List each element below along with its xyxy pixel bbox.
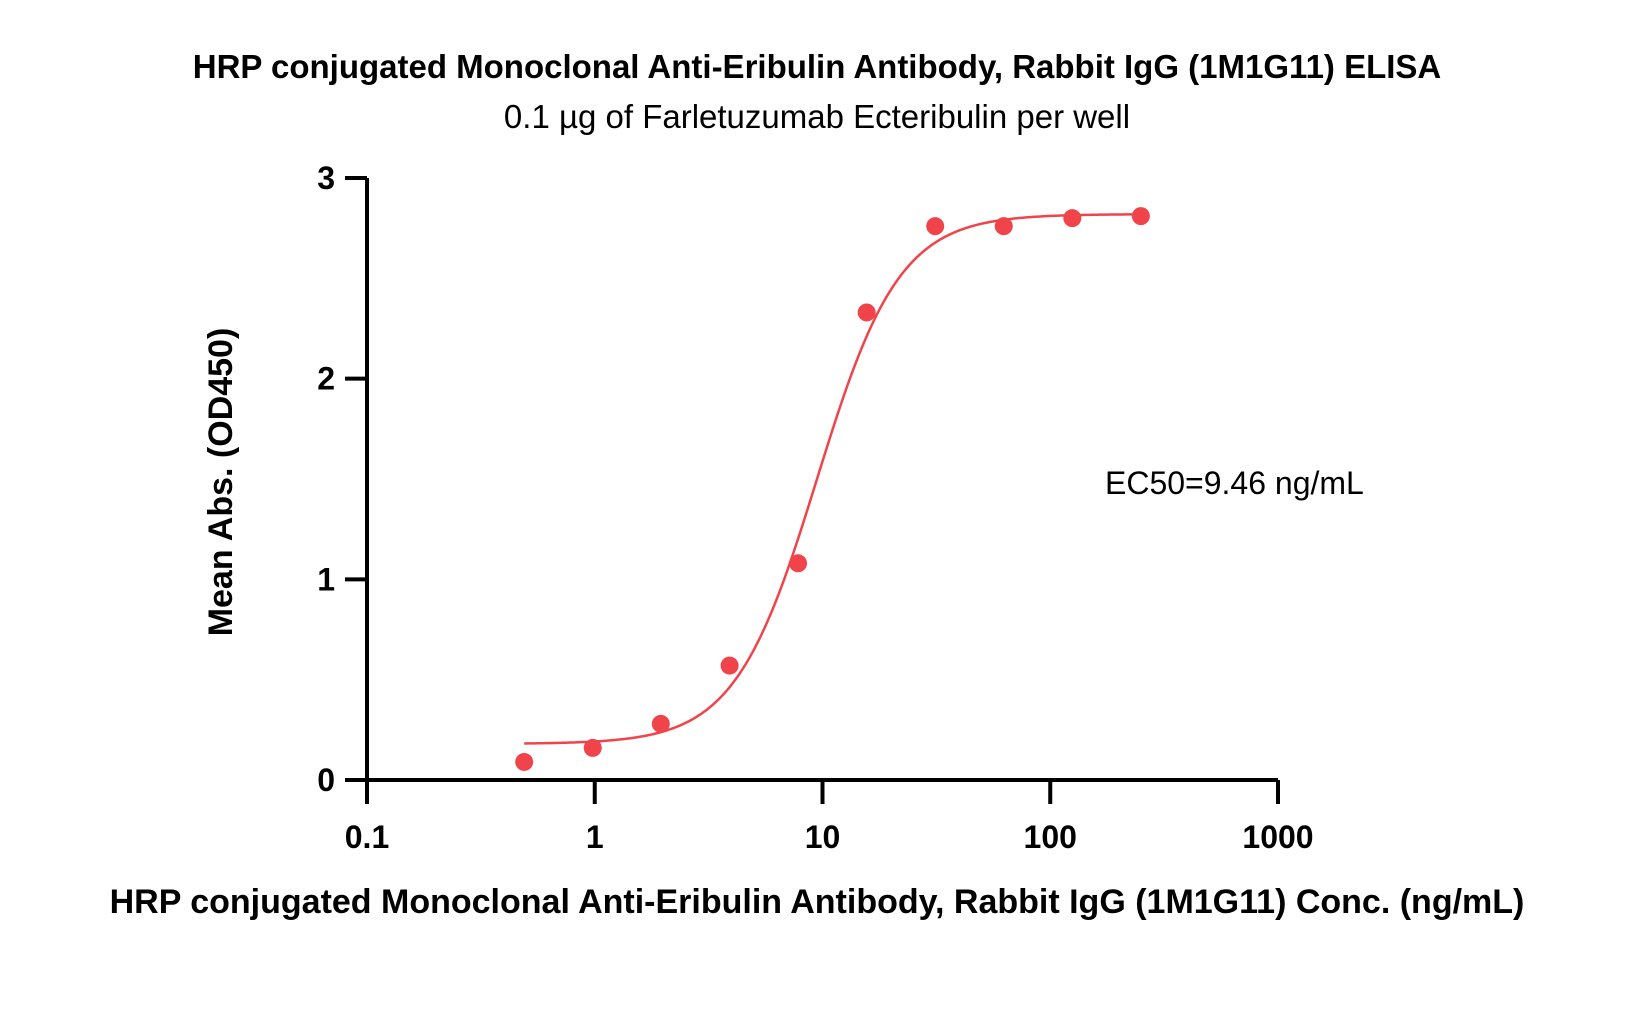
data-point	[515, 752, 534, 771]
x-tick-label: 100	[1024, 819, 1077, 855]
y-tick-label: 0	[317, 762, 335, 798]
data-point	[994, 217, 1013, 236]
x-tick-label: 10	[805, 819, 841, 855]
data-point	[651, 714, 670, 733]
data-point	[1131, 207, 1150, 226]
x-tick-label: 0.1	[345, 819, 389, 855]
axis-ticks: 0 1 2 3 0.1 1 10 100 1000	[317, 160, 1313, 855]
data-points	[515, 207, 1150, 771]
data-point	[583, 738, 602, 757]
y-axis-label: Mean Abs. (OD450)	[202, 328, 240, 637]
x-axis-label: HRP conjugated Monoclonal Anti-Eribulin …	[110, 883, 1525, 921]
y-tick-label: 1	[317, 561, 335, 597]
data-point	[926, 217, 945, 236]
y-tick-label: 3	[317, 160, 335, 196]
data-point	[789, 554, 808, 573]
chart-title: HRP conjugated Monoclonal Anti-Eribulin …	[193, 48, 1442, 85]
data-point	[720, 656, 739, 675]
fit-curve	[524, 213, 1141, 745]
x-tick-label: 1	[586, 819, 604, 855]
data-point	[857, 303, 876, 322]
x-tick-label: 1000	[1242, 819, 1313, 855]
data-point	[1063, 209, 1082, 228]
ec50-annotation: EC50=9.46 ng/mL	[1105, 465, 1364, 501]
y-tick-label: 2	[317, 361, 335, 397]
chart-subtitle: 0.1 µg of Farletuzumab Ecteribulin per w…	[504, 98, 1130, 135]
